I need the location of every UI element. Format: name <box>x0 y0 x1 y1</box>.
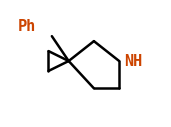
Text: Ph: Ph <box>18 19 36 34</box>
Text: NH: NH <box>124 53 142 68</box>
